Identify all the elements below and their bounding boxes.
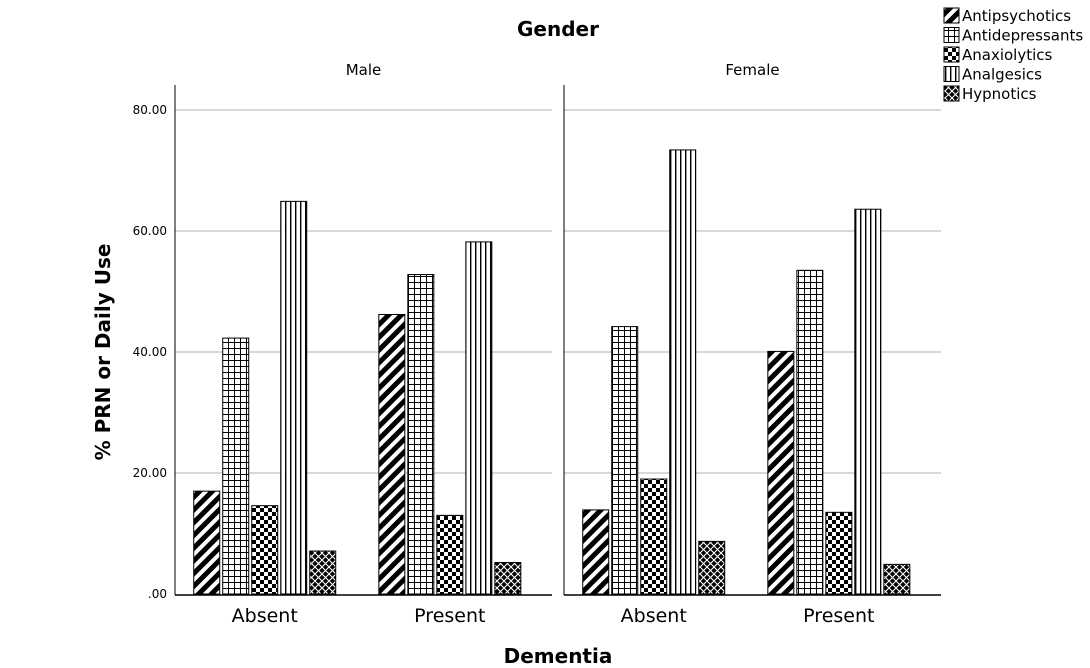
x-axis-label: Dementia bbox=[504, 644, 613, 668]
x-tick-label: Present bbox=[414, 605, 485, 627]
checker-icon bbox=[943, 46, 960, 63]
legend-label: Anaxiolytics bbox=[962, 46, 1053, 64]
y-tick-label: 60.00 bbox=[133, 224, 167, 238]
bar bbox=[280, 200, 308, 595]
bar bbox=[698, 540, 726, 595]
bar bbox=[407, 274, 435, 595]
chart-title: Gender bbox=[517, 17, 599, 41]
bar bbox=[825, 511, 853, 595]
bar bbox=[854, 208, 882, 595]
bar bbox=[436, 514, 464, 595]
y-tick-label: 20.00 bbox=[133, 466, 167, 480]
diagonal-stripes-icon bbox=[943, 7, 960, 24]
bar bbox=[611, 326, 639, 595]
panel-title: Female bbox=[725, 61, 779, 79]
crosshatch-icon bbox=[943, 85, 960, 102]
bar bbox=[222, 337, 250, 595]
bar bbox=[465, 241, 493, 595]
legend-label: Hypnotics bbox=[962, 85, 1037, 103]
vertical-stripes-icon bbox=[943, 66, 960, 82]
y-tick-label: 80.00 bbox=[133, 103, 167, 117]
bar bbox=[309, 550, 337, 595]
bars bbox=[193, 149, 911, 595]
y-tick-label: 40.00 bbox=[133, 345, 167, 359]
bar bbox=[378, 313, 406, 595]
bar bbox=[494, 562, 522, 595]
y-axis-label: % PRN or Daily Use bbox=[91, 244, 115, 461]
y-tick-label: .00 bbox=[148, 587, 167, 601]
bar bbox=[582, 509, 610, 595]
bar bbox=[251, 505, 279, 595]
legend: Antipsychotics AntidepressantsAnaxiolytic… bbox=[943, 7, 1083, 103]
x-tick-label: Absent bbox=[621, 605, 687, 627]
x-tick-label: Present bbox=[803, 605, 874, 627]
bar bbox=[669, 149, 697, 595]
grid-icon bbox=[943, 27, 960, 43]
axes bbox=[174, 85, 941, 596]
legend-label: Analgesics bbox=[962, 66, 1042, 84]
labels: .00 20.00 40.00 60.00 80.00 Male Absent Present… bbox=[133, 61, 875, 627]
x-tick-label: Absent bbox=[232, 605, 298, 627]
legend-label: Antidepressants bbox=[962, 27, 1083, 45]
bar bbox=[796, 269, 824, 595]
bar bbox=[767, 350, 795, 595]
legend-label: Antipsychotics bbox=[962, 7, 1071, 25]
bar bbox=[193, 490, 221, 595]
bar bbox=[883, 563, 911, 595]
bar bbox=[640, 478, 668, 595]
panel-title: Male bbox=[346, 61, 382, 79]
